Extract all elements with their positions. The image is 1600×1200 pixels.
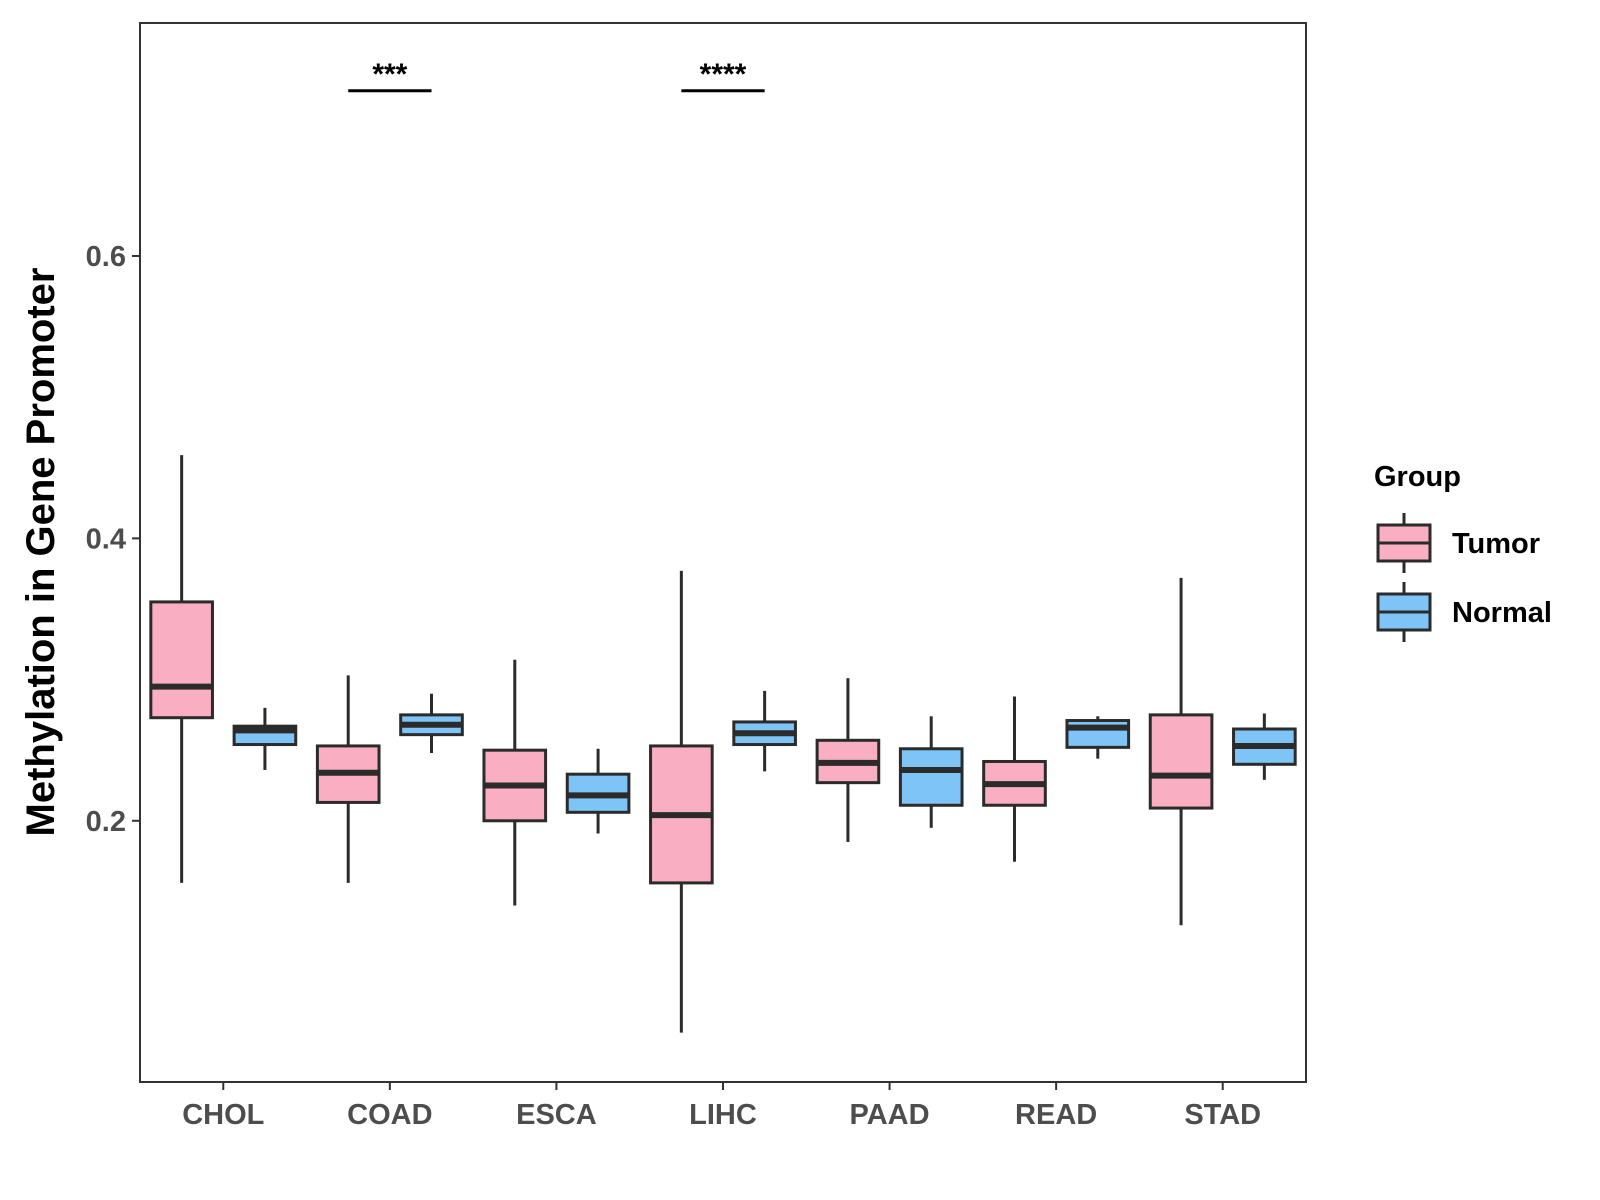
box-tumor-stad [1148,713,1214,810]
box-tumor-chol [149,600,214,720]
legend-title: Group [1374,461,1461,493]
box-normal-paad [898,747,964,807]
legend: Group Tumor Normal [1374,461,1552,642]
box-normal-read [1065,719,1131,749]
y-tick-label: 0.6 [86,241,126,273]
x-tick-label-esca: ESCA [516,1099,597,1131]
axes-layer: 0.2 0.4 0.6 CHOL COAD ESCA LIHC PAAD READ STAD [86,241,1261,1131]
y-tick-label: 0.4 [86,523,126,555]
x-tick-label-coad: COAD [347,1099,432,1131]
significance-label-lihc: **** [700,58,747,91]
significance-label-coad: *** [372,58,407,91]
x-tick-label-stad: STAD [1184,1099,1261,1131]
y-tick-label: 0.2 [86,806,126,838]
legend-label-tumor: Tumor [1452,528,1540,560]
x-tick-label-chol: CHOL [182,1099,264,1131]
marks-layer: *** **** [149,58,1297,1033]
x-tick-label-read: READ [1015,1099,1097,1131]
legend-label-normal: Normal [1452,597,1552,629]
x-tick-label-lihc: LIHC [689,1099,757,1131]
y-axis-title: Methylation in Gene Promoter [19,268,63,837]
x-tick-label-paad: PAAD [850,1099,930,1131]
